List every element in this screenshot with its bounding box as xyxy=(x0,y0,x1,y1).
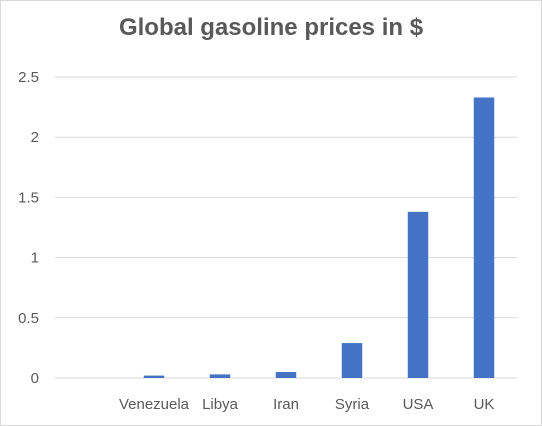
bar-syria xyxy=(341,343,363,378)
y-tick-label: 0.5 xyxy=(18,310,39,327)
y-tick-label: 1.5 xyxy=(18,189,39,206)
y-tick-label: 0 xyxy=(31,370,39,387)
x-category-label: Libya xyxy=(202,396,239,413)
x-category-label: USA xyxy=(403,396,434,413)
x-category-label: Venezuela xyxy=(119,396,190,413)
bar-venezuela xyxy=(143,375,165,378)
y-tick-label: 1 xyxy=(31,250,39,267)
bar-libya xyxy=(209,374,231,378)
y-tick-label: 2.5 xyxy=(18,69,39,86)
x-category-label: Syria xyxy=(335,396,370,413)
gridlines xyxy=(55,76,517,379)
y-axis-ticks: 0 0.5 1 1.5 2 2.5 xyxy=(18,69,39,387)
y-tick-label: 2 xyxy=(31,129,39,146)
bar-uk xyxy=(473,97,495,378)
bar-usa xyxy=(407,211,429,378)
x-category-label: Iran xyxy=(273,396,299,413)
x-category-label: UK xyxy=(474,396,495,413)
bar-iran xyxy=(275,371,297,378)
x-axis-categories: Venezuela Libya Iran Syria USA UK xyxy=(119,396,494,413)
bars xyxy=(143,97,495,378)
chart-title: Global gasoline prices in $ xyxy=(118,14,424,41)
